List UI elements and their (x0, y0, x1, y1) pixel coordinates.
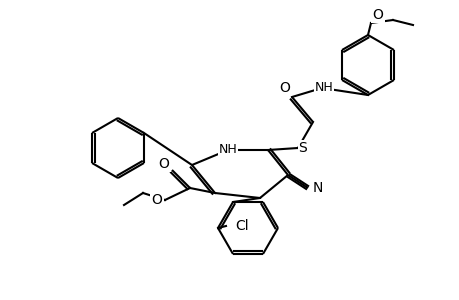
Text: NH: NH (218, 142, 237, 155)
Text: Cl: Cl (235, 219, 248, 233)
Text: S: S (298, 141, 307, 155)
Text: O: O (372, 8, 383, 22)
Text: N: N (312, 181, 323, 195)
Text: O: O (279, 81, 290, 95)
Text: NH: NH (314, 80, 333, 94)
Text: O: O (151, 193, 162, 207)
Text: O: O (158, 157, 169, 171)
